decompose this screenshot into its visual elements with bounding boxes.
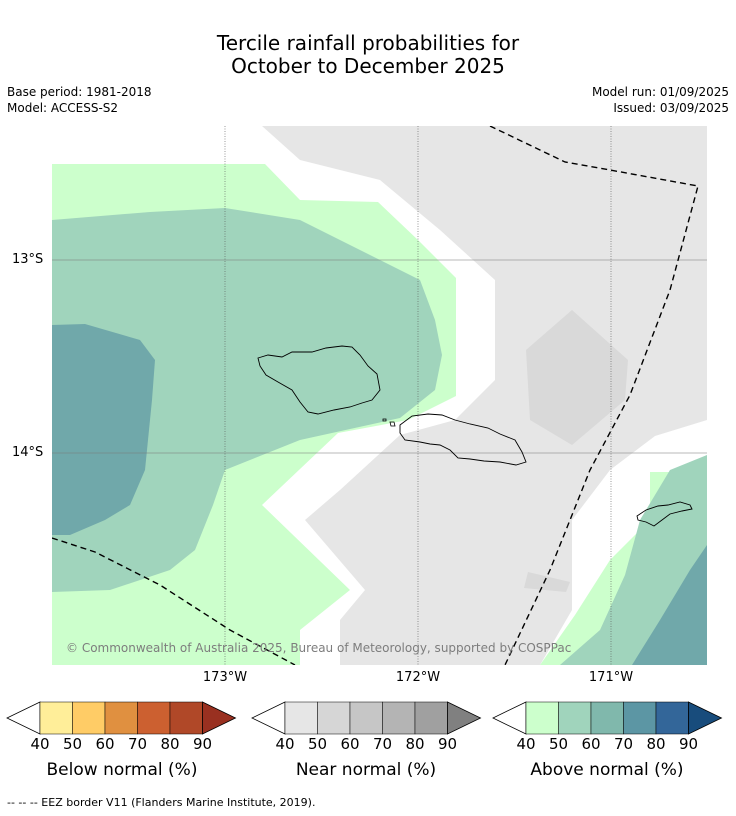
near-colorbar-tick: 40 <box>275 735 295 753</box>
issued-date: Issued: 03/09/2025 <box>613 101 729 115</box>
near-colorbar-swatch <box>317 701 351 735</box>
near-normal-region-50 <box>526 310 628 445</box>
lat-label-13s: 13°S <box>12 252 44 267</box>
above-colorbar-tick: 80 <box>646 735 666 753</box>
above-normal-region-60 <box>52 324 155 535</box>
model-run-date: Model run: 01/09/2025 <box>591 85 729 99</box>
near-colorbar-swatch <box>284 701 318 735</box>
near-colorbar-swatch <box>414 701 448 735</box>
above-colorbar-tick: 60 <box>581 735 601 753</box>
above-colorbar-tick: 70 <box>613 735 634 753</box>
near-normal-region-50-south <box>524 572 570 592</box>
copyright-notice: © Commonwealth of Australia 2025, Bureau… <box>66 641 572 655</box>
near-normal-region <box>262 126 707 665</box>
below-colorbar-tick: 90 <box>192 735 213 753</box>
lon-label-171w: 171°W <box>588 670 634 685</box>
base-period: Base period: 1981-2018 <box>7 85 152 99</box>
below-colorbar-swatch <box>137 701 171 735</box>
above-colorbar-tick: 50 <box>548 735 569 753</box>
lon-label-172w: 172°W <box>395 670 441 685</box>
near-colorbar-tick: 60 <box>340 735 360 753</box>
manono-island <box>389 421 396 427</box>
near-colorbar-tick: 50 <box>307 735 328 753</box>
near-colorbar-min-arrow <box>251 701 286 735</box>
above-colorbar-swatch <box>655 701 689 735</box>
below-colorbar-min-arrow <box>6 701 41 735</box>
map-title-line1: Tercile rainfall probabilities for <box>216 31 520 55</box>
above-colorbar-tick: 90 <box>678 735 699 753</box>
upolu-island <box>399 413 527 466</box>
above-colorbar-tick: 40 <box>516 735 536 753</box>
near-normal-label: Near normal (%) <box>295 760 437 780</box>
below-colorbar-tick: 70 <box>127 735 148 753</box>
below-colorbar-swatch <box>104 701 138 735</box>
tutuila-island <box>636 501 693 527</box>
below-colorbar-swatch <box>169 701 203 735</box>
near-colorbar-tick: 90 <box>437 735 458 753</box>
above-colorbar-swatch <box>623 701 657 735</box>
near-colorbar-tick: 70 <box>372 735 393 753</box>
above-colorbar-swatch <box>525 701 559 735</box>
eez-border-east <box>489 126 699 665</box>
eez-footnote: -- -- -- EEZ border V11 (Flanders Marine… <box>7 796 316 809</box>
apolima-island <box>382 418 387 422</box>
near-colorbar-swatch <box>349 701 383 735</box>
near-colorbar-swatch <box>382 701 416 735</box>
above-colorbar-swatch <box>590 701 624 735</box>
model-name: Model: ACCESS-S2 <box>7 101 119 115</box>
near-colorbar-max-arrow <box>447 701 482 735</box>
above-normal-region-50 <box>52 208 442 592</box>
above-normal-region-60-se <box>632 545 707 665</box>
below-colorbar-tick: 80 <box>160 735 180 753</box>
below-colorbar-tick: 60 <box>95 735 115 753</box>
above-colorbar-swatch <box>558 701 592 735</box>
above-normal-label: Above normal (%) <box>530 760 684 780</box>
eez-border-south <box>52 537 296 665</box>
below-colorbar-swatch <box>39 701 73 735</box>
lon-label-173w: 173°W <box>202 670 248 685</box>
above-colorbar-max-arrow <box>688 701 723 735</box>
below-colorbar-max-arrow <box>202 701 237 735</box>
below-colorbar-tick: 50 <box>62 735 83 753</box>
below-colorbar-tick: 40 <box>30 735 50 753</box>
above-colorbar-min-arrow <box>492 701 527 735</box>
map-title-line2: October to December 2025 <box>231 54 505 78</box>
below-colorbar-swatch <box>72 701 106 735</box>
savaii-island <box>257 345 381 415</box>
below-normal-label: Below normal (%) <box>46 760 198 780</box>
lat-label-14s: 14°S <box>12 445 44 460</box>
colorbar-group <box>6 701 723 735</box>
near-colorbar-tick: 80 <box>405 735 425 753</box>
